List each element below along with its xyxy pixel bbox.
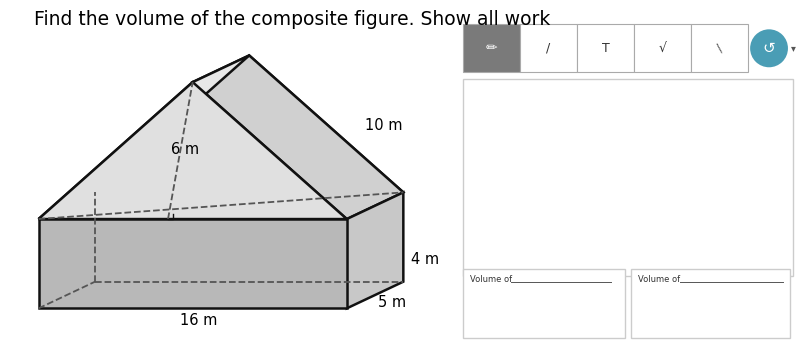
Bar [577, 24, 634, 72]
Polygon shape [193, 56, 403, 219]
Polygon shape [347, 193, 403, 308]
Bar [691, 24, 749, 72]
Text: Volume of: Volume of [638, 275, 681, 284]
Text: Find the volume of the composite figure. Show all work: Find the volume of the composite figure.… [34, 10, 550, 29]
Text: ↺: ↺ [762, 41, 775, 56]
Bar [463, 24, 520, 72]
Text: ✏: ✏ [486, 41, 498, 55]
Text: 16 m: 16 m [180, 313, 218, 328]
Polygon shape [38, 82, 347, 219]
Polygon shape [95, 56, 403, 193]
Text: 10 m: 10 m [365, 118, 402, 133]
Text: 4 m: 4 m [411, 252, 439, 267]
Bar [634, 24, 691, 72]
Bar [463, 79, 793, 276]
Polygon shape [38, 56, 249, 219]
Text: 6 m: 6 m [171, 141, 199, 157]
Polygon shape [38, 219, 347, 308]
Text: ▾: ▾ [790, 43, 795, 53]
Circle shape [750, 29, 788, 67]
Polygon shape [38, 193, 403, 219]
Text: 5 m: 5 m [378, 295, 406, 310]
Text: Volume of: Volume of [470, 275, 512, 284]
Bar [463, 269, 625, 338]
Text: T: T [602, 42, 610, 55]
Bar [520, 24, 577, 72]
Text: /: / [714, 42, 726, 55]
Text: √: √ [658, 42, 666, 55]
Text: /: / [546, 42, 550, 55]
Bar [631, 269, 790, 338]
